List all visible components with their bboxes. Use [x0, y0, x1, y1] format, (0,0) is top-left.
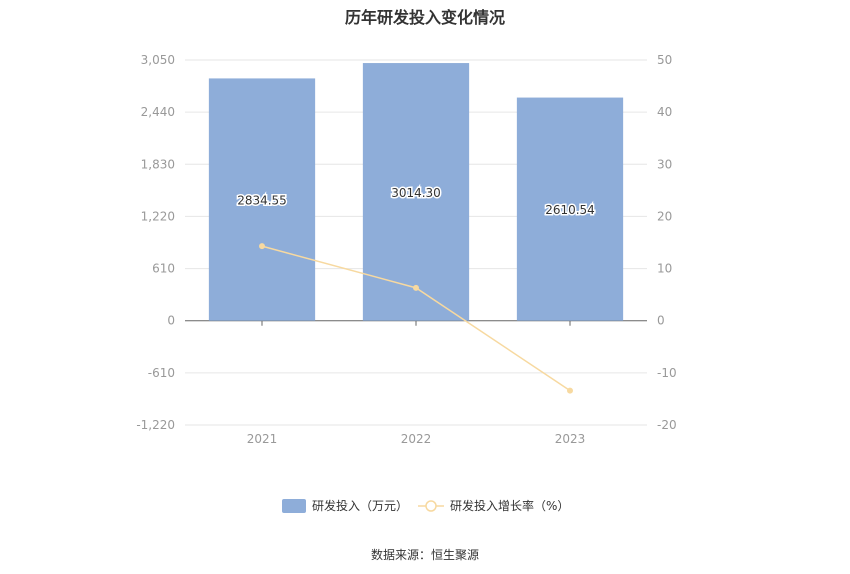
y-right-tick-label: 40 [657, 105, 672, 119]
bar [208, 78, 316, 321]
y-right-tick-label: 30 [657, 157, 672, 171]
bar-value-label: 2610.54 [545, 203, 595, 217]
y-right-tick-label: 10 [657, 262, 672, 276]
x-tick-label: 2022 [401, 432, 432, 446]
y-left-tick-label: 3,050 [141, 53, 175, 67]
y-left-tick-label: 1,220 [141, 209, 175, 223]
y-left-tick-label: -1,220 [136, 418, 175, 432]
line-point [259, 243, 265, 250]
legend-line-marker [425, 500, 437, 512]
legend-bar-swatch [282, 499, 306, 513]
x-tick-label: 2023 [555, 432, 586, 446]
data-source: 数据来源：恒生聚源 [370, 548, 479, 562]
bar-value-label: 3014.30 [391, 186, 441, 200]
y-left-tick-label: 1,830 [141, 157, 175, 171]
y-right-tick-label: 50 [657, 53, 672, 67]
bar [516, 97, 624, 321]
legend-bar-label: 研发投入（万元） [312, 498, 408, 513]
line-point [567, 387, 573, 394]
line-point [413, 284, 419, 291]
y-left-tick-label: 610 [152, 262, 175, 276]
y-left-tick-label: 0 [167, 314, 175, 328]
bar-value-label: 2834.55 [237, 194, 287, 208]
y-left-tick-label: -610 [148, 366, 175, 380]
y-right-tick-label: -20 [657, 418, 677, 432]
y-right-tick-label: -10 [657, 366, 677, 380]
x-tick-label: 2021 [247, 432, 278, 446]
y-right-tick-label: 20 [657, 209, 672, 223]
y-left-tick-label: 2,440 [141, 105, 175, 119]
y-right-tick-label: 0 [657, 314, 665, 328]
legend-line-label: 研发投入增长率（%） [450, 498, 569, 513]
chart-title: 历年研发投入变化情况 [344, 8, 505, 27]
